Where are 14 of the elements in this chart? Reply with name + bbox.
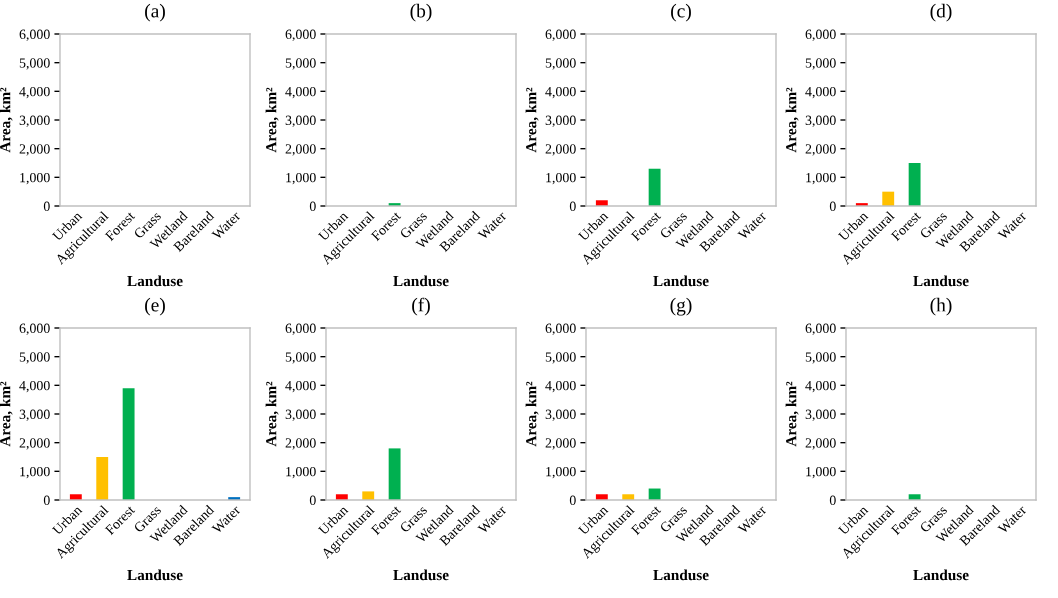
bar (882, 191, 895, 206)
chart-title: (c) (671, 3, 691, 22)
bar (122, 388, 135, 500)
chart-title: (b) (410, 3, 432, 22)
bar (388, 448, 401, 500)
bar (96, 457, 109, 500)
chart-title: (a) (145, 3, 165, 22)
chart-title: (h) (930, 297, 952, 316)
chart-title: (e) (145, 297, 165, 316)
chart-title: (g) (670, 297, 692, 316)
chart-title: (f) (412, 297, 430, 316)
bar (362, 491, 375, 500)
chart-title: (d) (930, 3, 952, 22)
bar (908, 163, 921, 206)
